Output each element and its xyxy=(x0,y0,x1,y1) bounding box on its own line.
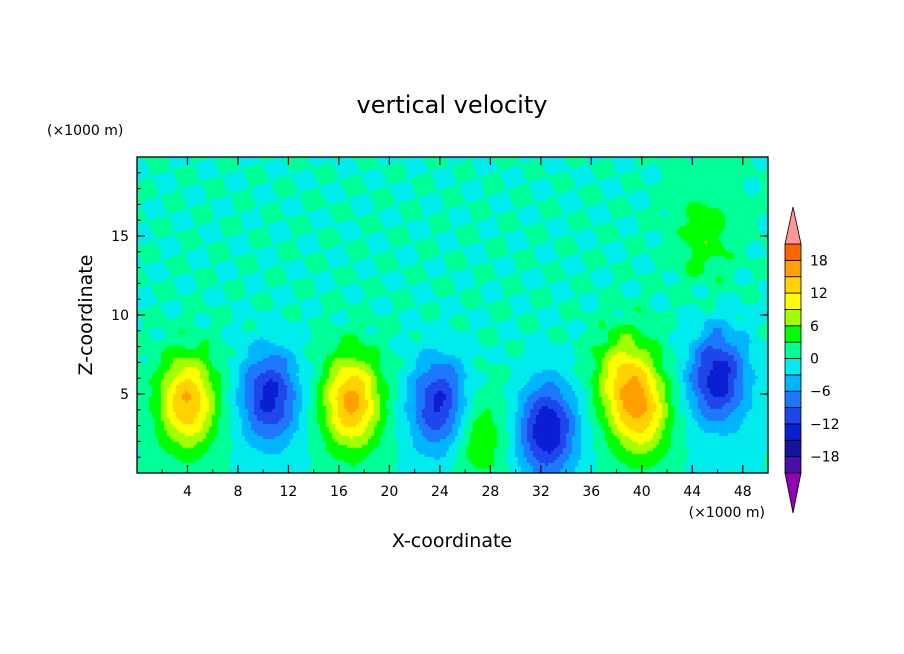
x-tick-label: 32 xyxy=(532,484,550,500)
colorbar-tick-label: 0 xyxy=(810,352,819,368)
colorbar-extend-max xyxy=(784,206,802,245)
chart-title: vertical velocity xyxy=(357,91,548,119)
x-units-label: (×1000 m) xyxy=(689,505,765,521)
x-tick-label: 20 xyxy=(380,484,398,500)
x-tick-label: 28 xyxy=(481,484,499,500)
colorbar-tick-label: −12 xyxy=(810,417,840,433)
x-tick-label: 4 xyxy=(183,484,192,500)
colorbar-bin xyxy=(784,309,802,327)
contour-plot-area xyxy=(136,156,769,474)
y-units-label: (×1000 m) xyxy=(47,123,123,139)
contour-field xyxy=(137,157,768,473)
colorbar-bin xyxy=(784,374,802,392)
colorbar-tick-label: −18 xyxy=(810,450,840,466)
x-tick-label: 8 xyxy=(233,484,242,500)
x-tick-label: 48 xyxy=(734,484,752,500)
x-tick-label: 40 xyxy=(633,484,651,500)
colorbar-extend-min xyxy=(784,472,802,514)
colorbar-tick-label: 6 xyxy=(810,319,819,335)
colorbar-bin xyxy=(784,259,802,278)
colorbar-bin xyxy=(784,456,802,474)
colorbar-bin xyxy=(784,390,802,408)
colorbar-bin xyxy=(784,358,802,376)
x-tick-label: 24 xyxy=(431,484,449,500)
colorbar-bin xyxy=(784,325,802,343)
x-tick-label: 16 xyxy=(330,484,348,500)
x-tick-label: 12 xyxy=(280,484,298,500)
colorbar-bin xyxy=(784,292,802,310)
colorbar-tick-label: 18 xyxy=(810,253,828,269)
colorbar: −18 −12 −6 0 6 12 18 xyxy=(784,206,840,514)
colorbar-bin xyxy=(784,341,802,359)
x-tick-label: 36 xyxy=(582,484,600,500)
y-axis: 5 10 15 xyxy=(111,172,768,458)
colorbar-bin xyxy=(784,243,802,261)
colorbar-tick-label: 12 xyxy=(810,286,828,302)
colorbar-bin xyxy=(784,407,802,425)
y-tick-label: 10 xyxy=(111,308,129,324)
x-axis: 4 8 12 16 20 24 28 32 36 40 44 48 xyxy=(161,157,752,500)
y-tick-label: 5 xyxy=(120,387,129,403)
colorbar-bin xyxy=(784,423,802,441)
x-tick-label: 44 xyxy=(683,484,701,500)
colorbar-tick-label: −6 xyxy=(810,384,831,400)
colorbar-bin xyxy=(784,439,802,458)
x-axis-label: X-coordinate xyxy=(392,530,512,552)
y-tick-label: 15 xyxy=(111,229,129,245)
y-axis-label: Z-coordinate xyxy=(75,255,97,376)
colorbar-bin xyxy=(784,276,802,294)
